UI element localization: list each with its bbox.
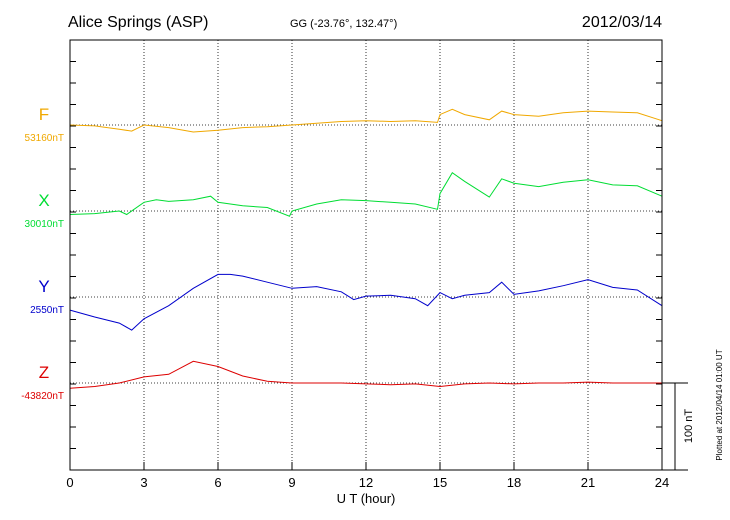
series-z-baseline-label: -43820nT — [21, 391, 64, 402]
x-tick-label: 9 — [288, 475, 295, 490]
x-tick-label: 3 — [140, 475, 147, 490]
x-tick-label: 12 — [359, 475, 373, 490]
observation-date: 2012/03/14 — [582, 14, 662, 31]
axis-ticks — [69, 61, 663, 470]
x-tick-label: 21 — [581, 475, 595, 490]
x-tick-label: 18 — [507, 475, 521, 490]
x-tick-label: 0 — [66, 475, 73, 490]
series-z-name: Z — [39, 363, 49, 382]
station-title: Alice Springs (ASP) — [68, 14, 209, 31]
series-x-name: X — [38, 191, 49, 210]
series-z-line — [69, 360, 662, 389]
series-f-name: F — [39, 105, 49, 124]
scale-bar: 100 nT — [662, 382, 695, 471]
series-labels: F 53160nT X 30010nT Y 2550nT Z -43820nT — [21, 105, 64, 402]
series-x-line — [69, 171, 663, 217]
station-coordinates: GG (-23.76°, 132.47°) — [290, 18, 397, 30]
series-f-baseline-label: 53160nT — [25, 133, 64, 144]
series-y-baseline-label: 2550nT — [30, 305, 64, 316]
x-tick-label: 24 — [655, 475, 669, 490]
x-axis-label: U T (hour) — [337, 491, 396, 506]
plot-frame — [69, 39, 663, 471]
scale-bar-label: 100 nT — [683, 409, 695, 444]
series-y-line — [69, 273, 663, 331]
x-tick-label: 6 — [214, 475, 221, 490]
series-f-line — [69, 108, 663, 133]
grid-lines — [70, 40, 662, 470]
x-tick-label: 15 — [433, 475, 447, 490]
series-x-baseline-label: 30010nT — [25, 219, 64, 230]
series-y-name: Y — [38, 277, 49, 296]
series-layer — [69, 108, 663, 389]
plotted-timestamp: Plotted at 2012/04/14 01:00 UT — [715, 349, 724, 460]
